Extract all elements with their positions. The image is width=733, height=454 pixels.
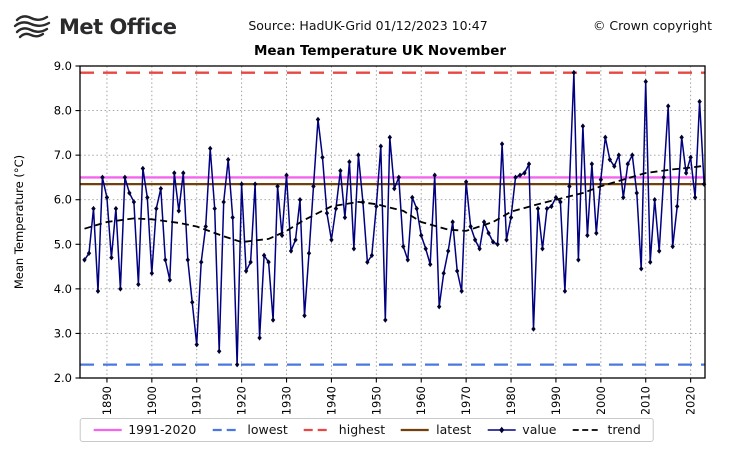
legend-swatch-icon [212,428,241,431]
y-tick-label: 8.0 [54,104,72,118]
y-tick-label: 7.0 [54,148,72,162]
legend-label: trend [607,422,641,437]
x-tick-label: 1940 [324,386,338,414]
legend-swatch-icon [93,428,122,431]
y-axis-label: Mean Temperature (°C) [12,155,26,289]
x-tick-label: 1970 [459,386,473,414]
legend-item-highest: highest [303,422,385,437]
x-tick-label: 1990 [549,386,563,414]
met-office-waves-icon [13,15,51,39]
value-line [83,72,705,365]
x-tick-label: 1890 [100,386,114,414]
legend-item-trend: trend [571,422,641,437]
legend-label: 1991-2020 [128,422,197,437]
x-tick-label: 1980 [504,386,518,414]
legend-label: highest [338,422,386,437]
x-tick-label: 2020 [684,386,698,414]
axes-frame [79,65,706,379]
x-tick-label: 1930 [280,386,294,414]
y-tick-label: 3.0 [54,326,72,340]
x-tick-label: 2000 [594,386,608,414]
value-markers [82,69,707,368]
legend-item-latest: latest [400,422,471,437]
legend-swatch-icon [303,428,332,431]
legend-label: latest [436,422,472,437]
x-tick-label: 2010 [639,386,653,414]
y-tick-label: 9.0 [54,59,72,73]
y-tick-label: 5.0 [54,237,72,251]
y-tick-label: 4.0 [54,282,72,296]
copyright-text: © Crown copyright [592,18,712,33]
logo-text: Met Office [59,15,177,39]
legend-swatch-icon [487,426,516,433]
met-office-logo: Met Office [11,13,177,41]
x-tick-label: 1900 [145,386,159,414]
x-tick-label: 1910 [190,386,204,414]
x-tick-label: 1920 [235,386,249,414]
x-tick-label: 1960 [414,386,428,414]
y-tick-label: 6.0 [54,193,72,207]
legend-label: lowest [247,422,288,437]
legend-swatch-icon [572,428,601,431]
legend-item-1991-2020: 1991-2020 [92,422,196,437]
legend-item-lowest: lowest [211,422,288,437]
chart-legend: 1991-2020 lowest highest latest value trend [79,418,654,442]
chart-title: Mean Temperature UK November [253,43,507,59]
legend-label: value [522,422,557,437]
x-tick-label: 1950 [369,386,383,414]
source-text: Source: HadUK-Grid 01/12/2023 10:47 [248,18,488,33]
legend-item-value: value [486,422,556,437]
legend-swatch-icon [401,428,430,431]
trend-line [84,164,705,244]
y-tick-label: 2.0 [54,371,72,385]
chart-canvas: 2.0 3.0 4.0 5.0 6.0 7.0 8.0 9.0 1890 1900 1910 1920… [12,59,707,414]
